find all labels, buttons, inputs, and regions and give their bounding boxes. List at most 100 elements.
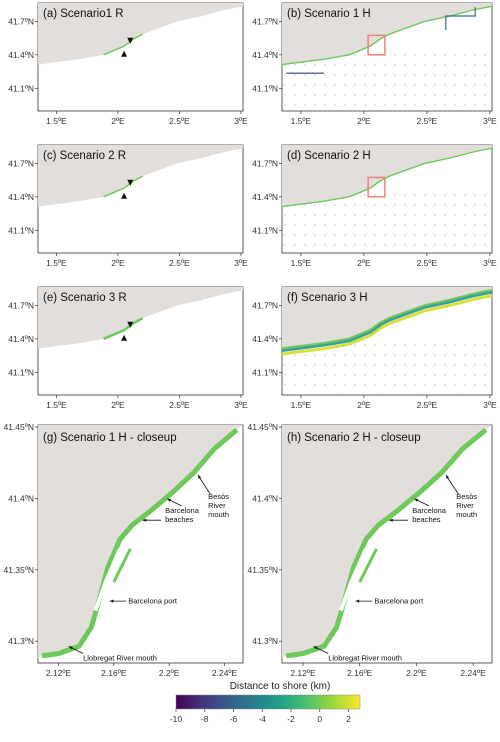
land bbox=[38, 3, 243, 65]
x-tick-label: 1.5ºE bbox=[291, 258, 312, 268]
x-tick-label: 2.5ºE bbox=[169, 258, 190, 268]
x-tick-label: 2.2ºE bbox=[406, 668, 427, 678]
y-tick-label: 41.4ºN bbox=[252, 493, 278, 503]
y-tick-label: 41.1ºN bbox=[8, 367, 34, 377]
y-tick-label: 41.4ºN bbox=[8, 334, 34, 344]
y-tick-label: 41.1ºN bbox=[252, 83, 278, 93]
offshore-segment bbox=[445, 7, 476, 30]
arrow-head bbox=[109, 599, 114, 603]
label-beaches: beaches bbox=[412, 515, 441, 524]
coastal-particles bbox=[103, 33, 143, 56]
panel-e: (e) Scenario 3 R 1.5ºE 2ºE 2.5ºE 3ºE 41.7ºN 41… bbox=[8, 286, 248, 410]
x-tick-label: 3ºE bbox=[234, 116, 248, 126]
colorbar-tick-label: 2 bbox=[346, 714, 351, 724]
label-port: Barcelona port bbox=[374, 597, 424, 606]
x-tick-label: 2ºE bbox=[357, 258, 371, 268]
colorbar: Distance to shore (km) -10 -8 -6 -4 -2 0 2 bbox=[170, 681, 361, 724]
x-tick-label: 2.5ºE bbox=[417, 400, 438, 410]
x-tick-label: 2ºE bbox=[357, 400, 371, 410]
release-point bbox=[127, 37, 134, 44]
panel-b: (b) Scenario 1 H 1.5ºE 2ºE 2.5ºE 3ºE 41.7ºN 41… bbox=[252, 2, 497, 126]
panel-c: (c) Scenario 2 R 1.5ºE 2ºE 2.5ºE 3ºE 41.7ºN 41… bbox=[8, 144, 248, 268]
x-tick-label: 2.16ºE bbox=[101, 668, 127, 678]
label-besos: Besòs bbox=[208, 492, 229, 501]
y-tick-label: 41.45ºN bbox=[3, 422, 34, 432]
y-tick-label: 41.1ºN bbox=[252, 367, 278, 377]
colorbar-title: Distance to shore (km) bbox=[230, 681, 331, 692]
arrow-head bbox=[68, 646, 73, 650]
panel-title: (f) Scenario 3 H bbox=[287, 292, 368, 304]
release-point bbox=[121, 50, 128, 57]
band-teal bbox=[281, 291, 493, 352]
colorbar-tick-label: -4 bbox=[258, 714, 266, 724]
release-point bbox=[127, 179, 134, 186]
land bbox=[38, 287, 243, 349]
x-tick-label: 2.12ºE bbox=[290, 668, 316, 678]
y-tick-label: 41.4ºN bbox=[252, 192, 278, 202]
x-tick-label: 2.24ºE bbox=[460, 668, 486, 678]
label-beaches: Barcelona bbox=[412, 506, 447, 515]
panel-title: (h) Scenario 2 H - closeup bbox=[287, 432, 421, 444]
grid-dots bbox=[282, 51, 492, 111]
x-tick-label: 1.5ºE bbox=[46, 400, 67, 410]
y-tick-label: 41.7ºN bbox=[252, 158, 278, 168]
x-tick-label: 2ºE bbox=[111, 400, 125, 410]
coastal-particles bbox=[103, 317, 144, 340]
coastal-particles bbox=[281, 288, 493, 350]
y-tick-label: 41.4ºN bbox=[8, 192, 34, 202]
land bbox=[38, 145, 243, 207]
x-tick-label: 2.5ºE bbox=[417, 258, 438, 268]
colorbar-tick-label: -8 bbox=[201, 714, 209, 724]
y-tick-label: 41.7ºN bbox=[8, 300, 34, 310]
y-tick-label: 41.1ºN bbox=[252, 225, 278, 235]
port-particles bbox=[112, 548, 132, 583]
y-tick-label: 41.4ºN bbox=[8, 50, 34, 60]
highlight-box bbox=[367, 176, 386, 198]
panel-d: (d) Scenario 2 H 1.5ºE 2ºE 2.5ºE 3ºE 41.7ºN 41… bbox=[252, 144, 497, 268]
annotation-arrow bbox=[197, 474, 211, 495]
panel-title: (d) Scenario 2 H bbox=[287, 150, 371, 162]
y-tick-label: 41.1ºN bbox=[8, 225, 34, 235]
colorbar-tick-label: 0 bbox=[317, 714, 322, 724]
y-tick-label: 41.1ºN bbox=[8, 83, 34, 93]
panel-a: (a) Scenario1 R 1.5ºE 2ºE 2.5ºE 3ºE 41.7ºN 41.… bbox=[8, 2, 248, 126]
y-tick-label: 41.7ºN bbox=[8, 158, 34, 168]
port-structure bbox=[338, 547, 368, 612]
land bbox=[282, 425, 492, 659]
panel-title: (c) Scenario 2 R bbox=[43, 150, 126, 162]
coastal-particles bbox=[103, 175, 143, 198]
panel-title: (e) Scenario 3 R bbox=[43, 292, 127, 304]
arrow-head bbox=[389, 518, 393, 522]
annotation-arrow bbox=[445, 474, 459, 495]
x-tick-label: 2.5ºE bbox=[169, 116, 190, 126]
y-tick-label: 41.4ºN bbox=[252, 50, 278, 60]
land bbox=[282, 3, 492, 65]
label-besos: mouth bbox=[456, 510, 477, 519]
coastal-particles bbox=[285, 427, 488, 659]
label-besos: River bbox=[456, 501, 474, 510]
colorbar-tick-label: -2 bbox=[287, 714, 295, 724]
panel-g: (g) Scenario 1 H - closeup BesòsRivermout… bbox=[3, 422, 244, 678]
colorbar-tick-label: -6 bbox=[230, 714, 238, 724]
panel-h: (h) Scenario 2 H - closeup BesòsRivermout… bbox=[247, 422, 493, 678]
x-tick-label: 2ºE bbox=[111, 116, 125, 126]
band-yellow bbox=[281, 294, 493, 356]
release-point bbox=[121, 192, 128, 199]
y-tick-label: 41.4ºN bbox=[252, 334, 278, 344]
y-tick-label: 41.7ºN bbox=[252, 16, 278, 26]
panel-f: (f) Scenario 3 H 1.5ºE 2ºE 2.5ºE 3ºE 41.7ºN 41… bbox=[252, 286, 497, 410]
x-tick-label: 1.5ºE bbox=[291, 400, 312, 410]
release-point bbox=[127, 321, 134, 328]
x-tick-label: 2.5ºE bbox=[169, 400, 190, 410]
land bbox=[282, 145, 492, 207]
y-tick-label: 41.4ºN bbox=[8, 493, 34, 503]
x-tick-label: 3ºE bbox=[234, 258, 248, 268]
x-tick-label: 3ºE bbox=[483, 116, 497, 126]
coastal-particles bbox=[41, 427, 239, 659]
label-port: Barcelona port bbox=[128, 597, 178, 606]
land bbox=[38, 425, 243, 659]
x-tick-label: 3ºE bbox=[483, 258, 497, 268]
label-beaches: Barcelona bbox=[165, 506, 200, 515]
label-besos: River bbox=[208, 501, 226, 510]
